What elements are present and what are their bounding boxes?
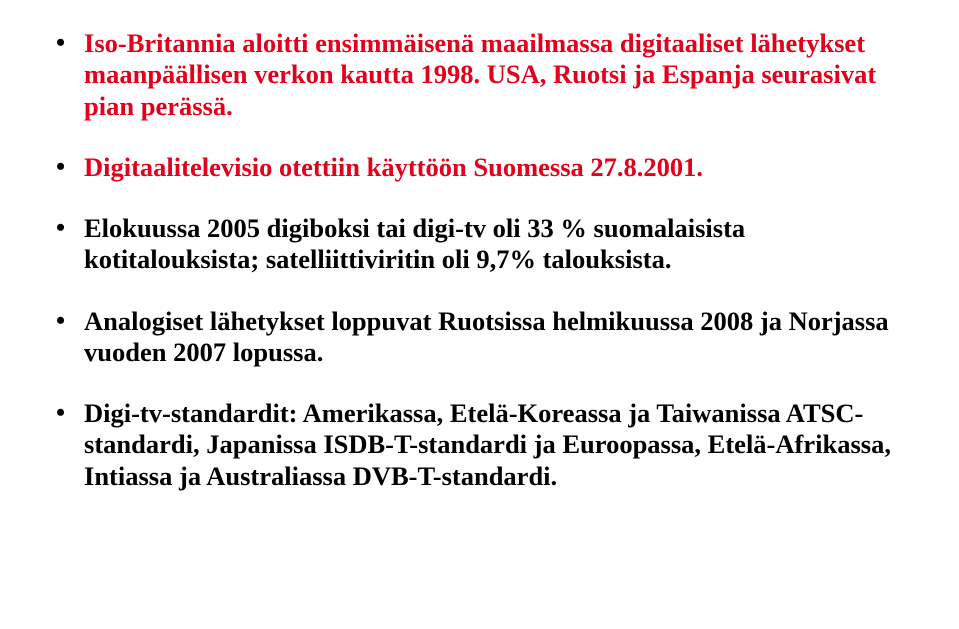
list-item: Iso-Britannia aloitti ensimmäisenä maail… [50,28,909,122]
list-item: Digitaalitelevisio otettiin käyttöön Suo… [50,152,909,183]
list-item: Digi-tv-standardit: Amerikassa, Etelä-Ko… [50,398,909,492]
list-item: Analogiset lähetykset loppuvat Ruotsissa… [50,306,909,369]
list-item-text: Digi-tv-standardit: Amerikassa, Etelä-Ko… [84,398,891,491]
list-item-text: Iso-Britannia aloitti ensimmäisenä maail… [84,28,876,121]
bullet-list: Iso-Britannia aloitti ensimmäisenä maail… [50,28,909,492]
list-item: Elokuussa 2005 digiboksi tai digi-tv oli… [50,213,909,276]
list-item-text: Elokuussa 2005 digiboksi tai digi-tv oli… [84,213,745,274]
list-item-text: Digitaalitelevisio otettiin käyttöön Suo… [84,152,703,182]
list-item-text: Analogiset lähetykset loppuvat Ruotsissa… [84,306,889,367]
slide: Iso-Britannia aloitti ensimmäisenä maail… [0,0,959,629]
